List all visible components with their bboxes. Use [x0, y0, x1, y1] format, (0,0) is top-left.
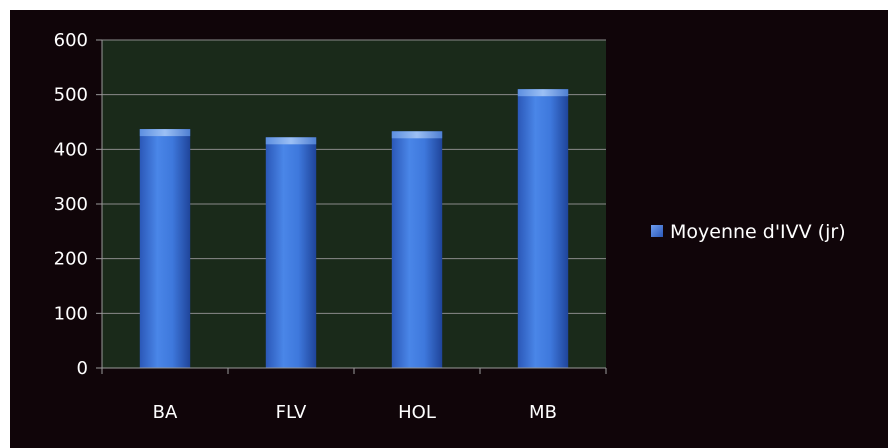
y-tick-label: 300 [54, 194, 88, 215]
bar-body [391, 131, 443, 368]
bar-mb [517, 89, 569, 368]
bar-top [139, 129, 191, 137]
y-tick-label: 200 [54, 249, 88, 270]
y-tick-label: 600 [54, 30, 88, 51]
x-tick-label: BA [153, 402, 178, 423]
bar-hol [391, 131, 443, 368]
y-tick-labels: 0 100 200 300 400 500 600 [54, 30, 88, 379]
bar-top [391, 131, 443, 139]
legend-label: Moyenne d'IVV (jr) [670, 221, 846, 243]
legend-swatch [651, 225, 663, 237]
bar-top [265, 137, 317, 145]
y-tick-label: 100 [54, 303, 88, 324]
bar-top [517, 89, 569, 97]
y-tick-label: 400 [54, 139, 88, 160]
y-tick-label: 0 [77, 358, 88, 379]
x-tick-labels: BA FLV HOL MB [153, 402, 557, 423]
bar-body [517, 89, 569, 368]
bar-body [265, 137, 317, 368]
bar-chart: 0 100 200 300 400 500 600 BA FLV HOL MB Moyenne d… [54, 30, 846, 423]
chart-area: 0 100 200 300 400 500 600 BA FLV HOL MB Moyenne d… [10, 10, 888, 448]
x-tick-label: FLV [276, 402, 307, 423]
axes [101, 40, 607, 374]
bar-ba [139, 129, 191, 368]
x-tick-label: MB [529, 402, 557, 423]
x-tick-label: HOL [398, 402, 436, 423]
y-tick-label: 500 [54, 85, 88, 106]
legend: Moyenne d'IVV (jr) [651, 221, 846, 243]
bars [139, 89, 569, 368]
bar-body [139, 129, 191, 368]
bar-flv [265, 137, 317, 368]
